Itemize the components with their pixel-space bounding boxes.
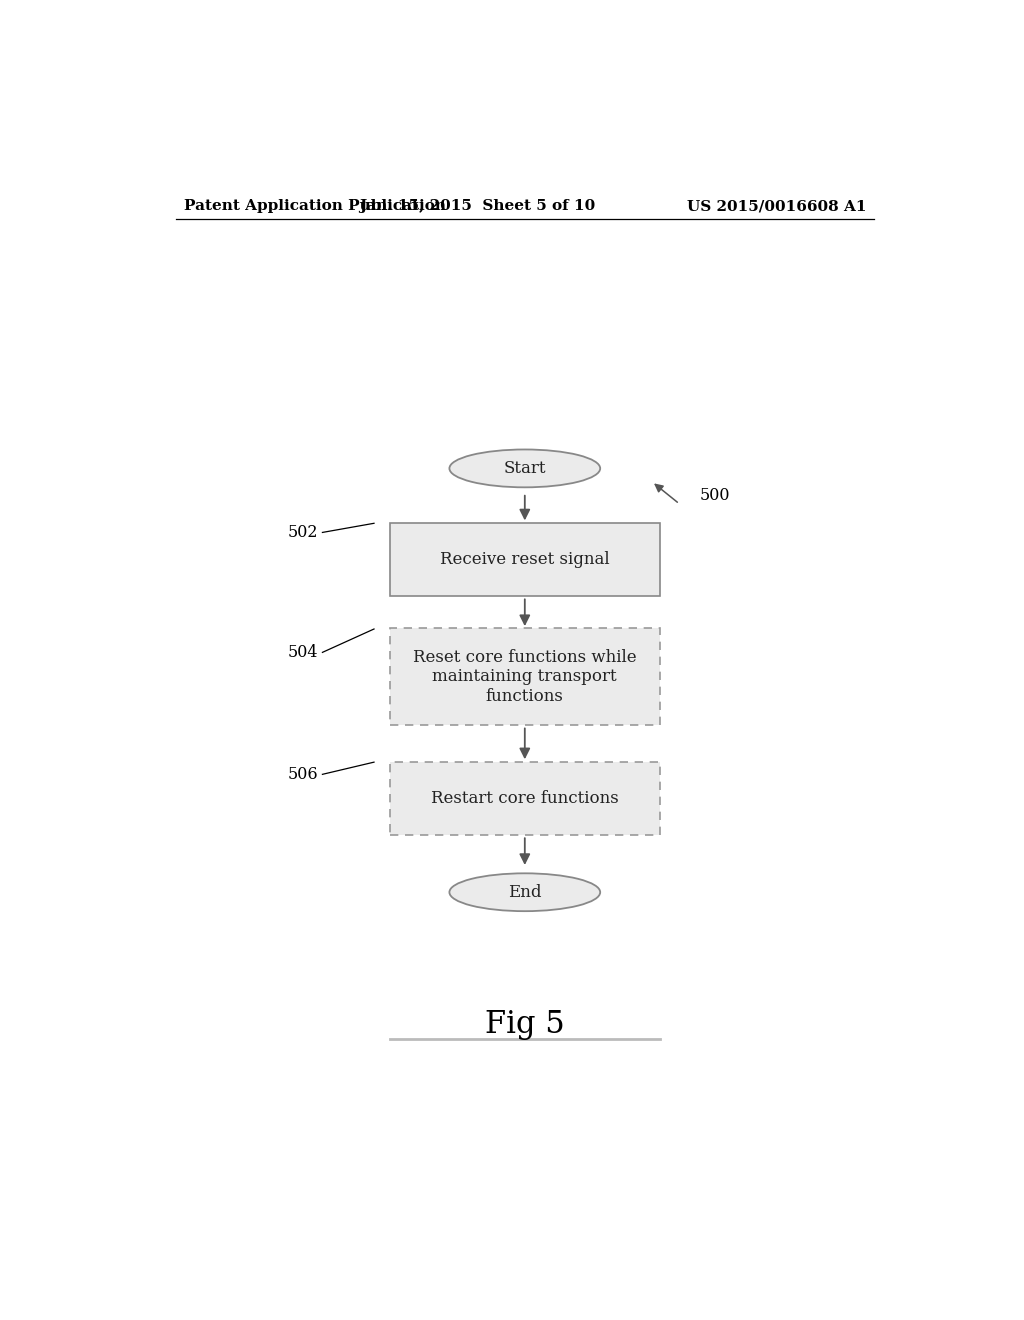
- Ellipse shape: [450, 450, 600, 487]
- Text: End: End: [508, 884, 542, 900]
- Ellipse shape: [450, 874, 600, 911]
- Text: Fig 5: Fig 5: [485, 1008, 564, 1040]
- Text: Start: Start: [504, 459, 546, 477]
- Text: 506: 506: [288, 766, 318, 783]
- Text: Receive reset signal: Receive reset signal: [440, 552, 609, 569]
- Text: Reset core functions while
maintaining transport
functions: Reset core functions while maintaining t…: [413, 648, 637, 705]
- FancyBboxPatch shape: [390, 628, 659, 725]
- Text: Restart core functions: Restart core functions: [431, 791, 618, 808]
- Text: 502: 502: [288, 524, 318, 541]
- Text: Jan. 15, 2015  Sheet 5 of 10: Jan. 15, 2015 Sheet 5 of 10: [359, 199, 595, 213]
- Text: 500: 500: [699, 487, 730, 504]
- Text: 504: 504: [288, 644, 318, 661]
- Text: Patent Application Publication: Patent Application Publication: [183, 199, 445, 213]
- FancyBboxPatch shape: [390, 762, 659, 836]
- Text: US 2015/0016608 A1: US 2015/0016608 A1: [686, 199, 866, 213]
- FancyBboxPatch shape: [390, 523, 659, 597]
